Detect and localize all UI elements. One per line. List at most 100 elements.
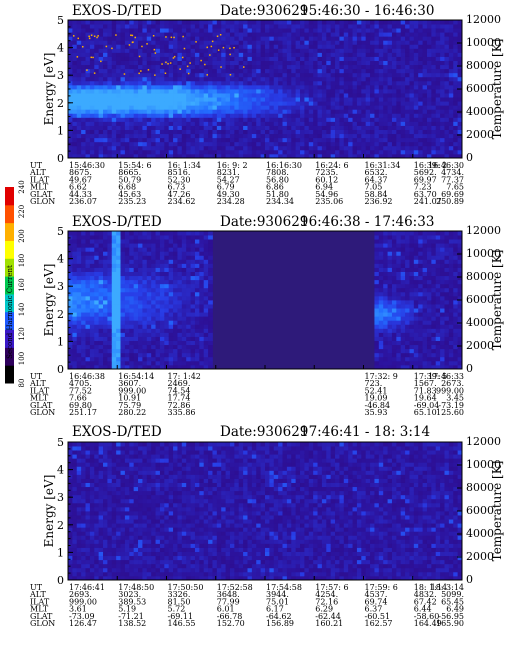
heatmap-cell (229, 145, 235, 151)
heatmap-cell (173, 324, 178, 329)
heatmap-cell (107, 304, 113, 309)
heatmap-cell (269, 93, 275, 98)
heatmap-cell (94, 295, 100, 301)
heatmap-cell (85, 117, 91, 122)
heatmap-cell (313, 84, 318, 90)
heatmap-cell (396, 153, 402, 159)
heatmap-cell (313, 149, 318, 155)
heatmap-cell (383, 348, 388, 354)
heatmap-cell (383, 125, 388, 130)
heatmap-cell (282, 28, 288, 33)
heatmap-cell (300, 24, 305, 29)
heatmap-cell (129, 48, 135, 53)
heatmap-cell (120, 267, 126, 272)
heatmap-cell (321, 52, 327, 57)
heatmap-cell (203, 97, 209, 102)
heatmap-cell (120, 332, 126, 337)
heatmap-cell (295, 64, 301, 70)
heatmap-cell (142, 56, 148, 61)
heatmap-cell (278, 129, 283, 135)
heatmap-cell (111, 109, 117, 114)
heatmap-cell (251, 153, 257, 159)
heatmap-cell (208, 336, 213, 341)
heatmap-cell (313, 97, 318, 102)
heatmap-cell (103, 48, 108, 53)
heatmap-cell (203, 267, 209, 272)
heatmap-cell (194, 304, 200, 309)
heatmap-cell (444, 68, 450, 74)
heatmap-cell (321, 145, 327, 151)
heatmap-cell (98, 324, 104, 329)
heatmap-cell (440, 295, 445, 301)
heatmap-cell (321, 93, 327, 98)
heatmap-cell (269, 113, 275, 118)
heatmap-cell (273, 84, 279, 90)
heatmap-cell (426, 312, 432, 317)
heatmap-cell (378, 48, 384, 53)
table-cell: 45.63 (118, 190, 141, 199)
heatmap-cell (440, 129, 445, 135)
heatmap-cell (181, 36, 187, 41)
heatmap-cell (313, 125, 318, 130)
heatmap-cell (190, 64, 196, 70)
heatmap-cell (300, 40, 305, 45)
heatmap-cell (418, 283, 423, 289)
heatmap-cell (76, 300, 82, 305)
heatmap-cell (181, 308, 187, 313)
heatmap-cell (103, 28, 108, 33)
heatmap-cell (85, 247, 91, 252)
heatmap-cell (365, 141, 371, 147)
heatmap-cell (89, 76, 95, 82)
heatmap-cell (124, 243, 130, 248)
heatmap-cell (435, 275, 441, 281)
heatmap-cell (94, 328, 100, 333)
heatmap-cell (203, 340, 209, 346)
heatmap-cell (448, 84, 454, 90)
heatmap-cell (435, 101, 441, 106)
heatmap-cell (444, 239, 450, 244)
heatmap-cell (413, 324, 419, 329)
heatmap-cell (374, 125, 380, 130)
heatmap-cell (374, 153, 380, 159)
heatmap-cell (199, 20, 205, 25)
heatmap-speckle (216, 35, 219, 37)
heatmap-cell (409, 137, 415, 143)
heatmap-cell (396, 60, 402, 66)
heatmap-cell (422, 300, 428, 305)
heatmap-cell (124, 153, 130, 159)
heatmap-cell (164, 344, 170, 350)
heatmap-cell (181, 133, 187, 139)
heatmap-cell (124, 283, 130, 289)
heatmap-cell (208, 352, 213, 358)
heatmap-cell (173, 279, 178, 285)
heatmap-cell (212, 48, 218, 53)
heatmap-cell (256, 141, 262, 147)
heatmap-cell (85, 20, 91, 25)
heatmap-cell (199, 101, 205, 106)
heatmap-cell (72, 255, 78, 260)
heatmap-cell (120, 304, 126, 309)
heatmap-cell (216, 101, 222, 106)
heatmap-cell (409, 68, 415, 74)
heatmap-cell (453, 24, 459, 29)
heatmap-cell (212, 109, 218, 114)
heatmap-cell (348, 40, 353, 45)
heatmap-cell (155, 312, 161, 317)
heatmap-cell (378, 125, 384, 130)
heatmap-speckle (206, 74, 208, 76)
heatmap-cell (348, 60, 353, 66)
heatmap-cell (304, 141, 310, 147)
heatmap-cell (247, 101, 253, 106)
heatmap-cell (435, 356, 441, 362)
heatmap-cell (352, 28, 358, 33)
heatmap-cell (418, 105, 423, 110)
heatmap-cell (85, 141, 91, 147)
heatmap-cell (190, 235, 196, 240)
heatmap-cell (335, 36, 340, 41)
heatmap-cell (142, 255, 148, 260)
heatmap-speckle (165, 36, 167, 38)
heatmap-cell (260, 52, 266, 57)
heatmap-cell (234, 36, 240, 41)
heatmap-cell (81, 24, 86, 29)
heatmap-cell (225, 28, 231, 33)
